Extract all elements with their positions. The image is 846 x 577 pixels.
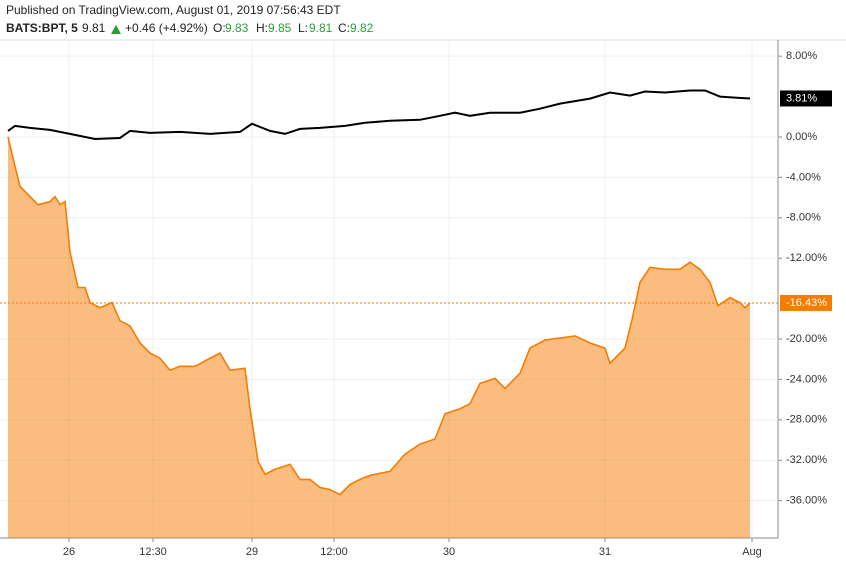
y-tick-label: -24.00% xyxy=(786,373,827,385)
ohlc-value: 9.83 xyxy=(225,21,249,35)
x-tick-label: 12:00 xyxy=(320,546,348,558)
y-tick-label: -4.00% xyxy=(786,171,821,183)
price: 9.81 xyxy=(82,21,106,35)
ohlc-value: 9.81 xyxy=(309,21,333,35)
x-tick-label: 26 xyxy=(63,546,75,558)
y-tick-label: -20.00% xyxy=(786,333,827,345)
y-tick-label: -28.00% xyxy=(786,414,827,426)
symbol: BATS:BPT, 5 xyxy=(6,21,78,35)
x-tick-label: Aug xyxy=(742,546,762,558)
ohlc-value: 9.85 xyxy=(268,21,292,35)
x-tick-label: 29 xyxy=(246,546,258,558)
ohlc-label: C: xyxy=(338,21,350,35)
line xyxy=(7,89,751,141)
x-tick-label: 12:30 xyxy=(139,546,167,558)
published-note: Published on TradingView.com, August 01,… xyxy=(6,3,341,17)
area xyxy=(8,137,750,538)
y-tick-label: -12.00% xyxy=(786,252,827,264)
ohlc-label: L: xyxy=(298,21,308,35)
line xyxy=(7,136,751,496)
y-tick-label: -32.00% xyxy=(786,454,827,466)
last-value-label: -16.43% xyxy=(786,297,827,309)
change: +0.46 (+4.92%) xyxy=(125,21,208,35)
x-tick-label: 30 xyxy=(443,546,455,558)
ohlc-label: O: xyxy=(213,21,226,35)
x-tick-label: 31 xyxy=(599,546,611,558)
ohlc-label: H: xyxy=(256,21,268,35)
last-value-box xyxy=(780,294,832,311)
y-tick-label: -36.00% xyxy=(786,495,827,507)
y-tick-label: 0.00% xyxy=(786,131,817,143)
y-tick-label: -8.00% xyxy=(786,212,821,224)
up-arrow xyxy=(111,25,121,34)
last-value-label: 3.81% xyxy=(786,92,817,104)
last-value-box xyxy=(780,90,832,107)
y-tick-label: 8.00% xyxy=(786,50,817,62)
ohlc-value: 9.82 xyxy=(350,21,374,35)
